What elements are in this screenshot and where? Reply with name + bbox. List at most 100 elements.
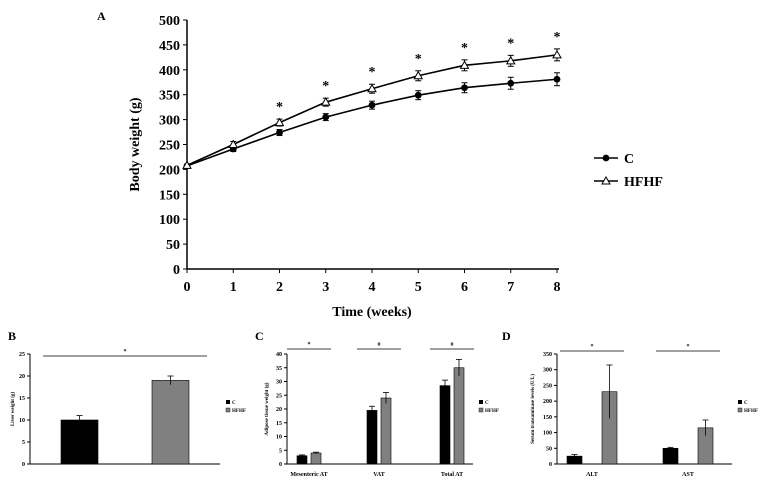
panel-a-significance-mark: * bbox=[415, 52, 422, 67]
panel-a-point-c bbox=[368, 101, 376, 109]
panel-d-significance-mark: * bbox=[591, 344, 594, 350]
panel-a-point-hfhf bbox=[274, 117, 285, 127]
panel-a-significance-mark: * bbox=[276, 100, 283, 115]
panel-c-y-tick-label: 10 bbox=[276, 435, 282, 441]
panel-a-label: A bbox=[97, 9, 106, 23]
panel-c: C 0 5 10 15 20 25 30 35 40 Adipose tissue weight (… bbox=[255, 329, 499, 478]
panel-a-x-tick-label: 0 bbox=[184, 280, 191, 295]
panel-a-x-tick-label: 2 bbox=[276, 280, 283, 295]
panel-b-label: B bbox=[8, 329, 16, 343]
panel-d-y-tick-label: 300 bbox=[543, 368, 552, 374]
panel-a-y-tick-label: 350 bbox=[159, 89, 180, 104]
panel-c-significance-mark: # bbox=[451, 342, 454, 348]
panel-a-x-axis-title: Time (weeks) bbox=[332, 305, 412, 320]
panel-a-point-c bbox=[553, 75, 561, 83]
panel-c-label: C bbox=[255, 329, 264, 343]
panel-c-y-tick-label: 40 bbox=[276, 352, 282, 358]
panel-a-significance-mark: * bbox=[369, 65, 376, 80]
panel-d: D 0 50 100 150 200 250 300 350 Serum transaminase… bbox=[502, 329, 758, 478]
panel-a-significance-mark: * bbox=[554, 30, 561, 45]
panel-b: B 0 5 10 15 20 25 Liver weight (g) * C HFHF bbox=[8, 329, 246, 468]
panel-a-point-c bbox=[507, 79, 515, 87]
panel-b-y-tick-label: 0 bbox=[22, 462, 25, 468]
panel-a-point-hfhf bbox=[228, 139, 239, 148]
panel-d-y-axis-title: Serum transaminase levels (U/L) bbox=[531, 374, 536, 444]
panel-a-y-tick-label: 450 bbox=[159, 39, 180, 54]
panel-a-x-tick-label: 3 bbox=[322, 280, 329, 295]
panel-c-y-tick-label: 0 bbox=[279, 462, 282, 468]
panel-a-y-tick-label: 250 bbox=[159, 139, 180, 154]
panel-a-y-tick-label: 400 bbox=[159, 64, 180, 79]
panel-c-legend-swatch-hfhf bbox=[478, 407, 484, 413]
panel-a-x-tick-label: 6 bbox=[461, 280, 468, 295]
panel-a-y-tick-label: 150 bbox=[159, 188, 180, 203]
panel-d-y-tick-label: 50 bbox=[546, 446, 552, 452]
panel-a-significance-mark: * bbox=[322, 79, 329, 94]
panel-b-significance-mark: * bbox=[124, 349, 127, 355]
panel-c-bar-hfhf bbox=[380, 397, 392, 465]
panel-a-point-c bbox=[276, 129, 283, 136]
panel-d-y-tick-label: 150 bbox=[543, 415, 552, 421]
panel-c-bar-c bbox=[296, 455, 308, 465]
panel-a-y-tick-label: 500 bbox=[159, 14, 180, 29]
panel-b-legend-label-hfhf: HFHF bbox=[232, 409, 246, 414]
panel-a-point-hfhf bbox=[367, 83, 377, 93]
panel-a-point-hfhf bbox=[182, 160, 192, 169]
panel-d-legend-swatch-hfhf bbox=[737, 407, 743, 413]
panel-d-y-tick-label: 0 bbox=[549, 462, 552, 468]
panel-c-significance-mark: # bbox=[378, 342, 381, 348]
panel-c-y-tick-label: 25 bbox=[276, 393, 282, 399]
panel-c-y-tick-label: 5 bbox=[279, 448, 282, 454]
panel-d-y-tick-label: 250 bbox=[543, 383, 552, 389]
panel-a-point-hfhf bbox=[459, 60, 470, 69]
panel-b-y-tick-label: 25 bbox=[19, 352, 25, 358]
panel-c-significance-mark: * bbox=[308, 342, 311, 348]
panel-a-x-tick-label: 8 bbox=[554, 280, 561, 295]
panel-c-y-tick-label: 15 bbox=[276, 421, 282, 427]
panel-c-y-tick-label: 30 bbox=[276, 380, 282, 386]
panel-b-y-tick-label: 15 bbox=[19, 396, 25, 402]
panel-a-legend-marker-hfhf bbox=[601, 175, 611, 185]
panel-c-x-tick-label: VAT bbox=[373, 472, 384, 478]
panel-c-legend-label-hfhf: HFHF bbox=[485, 409, 499, 414]
panel-a-significance-mark: * bbox=[507, 36, 514, 51]
panel-a-point-c bbox=[414, 91, 422, 99]
panel-a-x-tick-label: 1 bbox=[230, 280, 237, 295]
panel-c-y-axis-title: Adipose tissue weight (g) bbox=[265, 382, 270, 435]
panel-c-y-tick-label: 20 bbox=[276, 407, 282, 413]
panel-a-legend-label-hfhf: HFHF bbox=[624, 175, 663, 190]
panel-d-bar-c bbox=[662, 447, 679, 465]
panel-d-legend-label-hfhf: HFHF bbox=[744, 409, 758, 414]
panel-a-point-hfhf bbox=[505, 55, 516, 65]
panel-a-y-tick-label: 0 bbox=[173, 263, 180, 278]
panel-c-legend-label-c: C bbox=[485, 401, 489, 406]
panel-b-y-tick-label: 20 bbox=[19, 374, 25, 380]
panel-a-legend-label-c: C bbox=[624, 152, 634, 167]
panel-c-bar-hfhf bbox=[453, 367, 465, 465]
panel-c-bar-c bbox=[439, 385, 451, 465]
panel-a-y-axis-title: Body weight (g) bbox=[128, 97, 143, 191]
panel-d-legend-swatch-c bbox=[738, 400, 742, 404]
panel-a-point-hfhf bbox=[413, 70, 424, 80]
panel-a: A 0 50 100 150 200 250 300 350 400 450 500 0 1 2 3 4 5 6 7 8… bbox=[97, 9, 663, 320]
panel-a-legend-marker-c bbox=[602, 154, 610, 162]
panel-b-bar-c bbox=[60, 419, 99, 465]
panel-a-y-tick-label: 200 bbox=[159, 163, 180, 178]
panel-b-legend-label-c: C bbox=[232, 401, 236, 406]
panel-b-bar-hfhf bbox=[151, 380, 190, 465]
panel-d-y-tick-label: 350 bbox=[543, 352, 552, 358]
panel-d-y-tick-label: 200 bbox=[543, 399, 552, 405]
panel-d-y-tick-label: 100 bbox=[543, 431, 552, 437]
panel-a-y-tick-label: 50 bbox=[166, 238, 180, 253]
panel-d-x-tick-label: ALT bbox=[586, 472, 598, 478]
panel-a-x-tick-label: 4 bbox=[369, 280, 376, 295]
panel-b-y-tick-label: 10 bbox=[19, 418, 25, 424]
panel-c-y-tick-label: 35 bbox=[276, 366, 282, 372]
panel-b-y-tick-label: 5 bbox=[22, 440, 25, 446]
panel-d-x-tick-label: AST bbox=[682, 472, 694, 478]
panel-b-y-axis-title: Liver weight (g) bbox=[11, 392, 16, 426]
panel-b-legend-swatch-c bbox=[226, 400, 230, 404]
panel-a-point-c bbox=[322, 113, 330, 121]
panel-a-x-tick-label: 5 bbox=[415, 280, 422, 295]
